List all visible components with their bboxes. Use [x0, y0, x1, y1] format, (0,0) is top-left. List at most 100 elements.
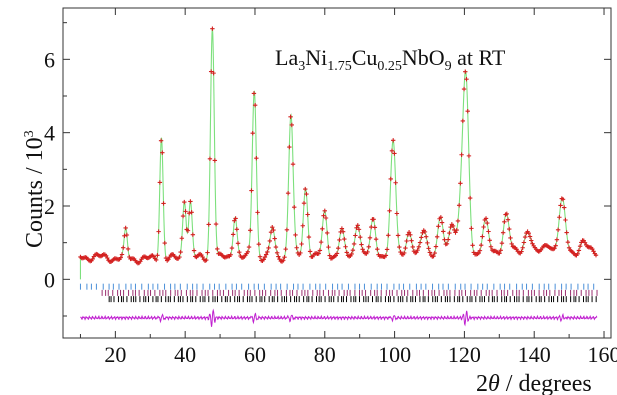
observed-point	[488, 244, 494, 249]
observed-point	[274, 250, 280, 256]
observed-point	[235, 241, 241, 246]
observed-point	[234, 227, 240, 232]
plot-frame	[62, 7, 612, 339]
observed-point	[509, 241, 514, 247]
observed-point	[281, 258, 286, 263]
observed-point	[245, 249, 251, 254]
observed-point	[237, 249, 242, 255]
observed-point	[502, 219, 507, 225]
observed-point	[103, 253, 109, 258]
observed-point	[575, 251, 580, 256]
observed-point	[340, 229, 346, 234]
observed-point	[255, 210, 260, 215]
observed-point	[306, 234, 312, 240]
observed-point	[307, 249, 313, 254]
observed-point	[153, 257, 159, 263]
observed-data-points	[78, 26, 599, 266]
observed-point	[285, 191, 291, 196]
observed-point	[342, 236, 347, 242]
observed-point	[553, 243, 558, 248]
observed-point	[316, 251, 321, 256]
observed-point	[403, 245, 408, 251]
observed-point	[527, 234, 533, 239]
observed-point	[557, 215, 562, 220]
y-axis-title: Counts / 103	[22, 130, 48, 248]
observed-point	[250, 131, 255, 136]
observed-point	[425, 240, 430, 246]
observed-point	[444, 241, 450, 247]
observed-point	[460, 118, 466, 124]
observed-point	[371, 217, 376, 222]
observed-point	[207, 156, 213, 162]
observed-point	[261, 257, 266, 262]
observed-point	[590, 246, 595, 252]
observed-point	[265, 249, 270, 255]
observed-point	[251, 91, 257, 96]
observed-point	[582, 240, 588, 245]
x-tick-label: 80	[314, 342, 336, 367]
chart-title-part: 9	[445, 59, 452, 74]
observed-point	[300, 223, 305, 228]
observed-point	[389, 148, 395, 153]
observed-point	[555, 227, 561, 233]
x-axis-title: 2θ / degrees	[476, 371, 592, 395]
observed-point	[157, 180, 163, 185]
observed-point	[325, 230, 330, 236]
observed-point	[520, 245, 525, 250]
observed-point	[390, 138, 396, 143]
x-tick-label: 100	[378, 342, 411, 367]
observed-point	[558, 203, 563, 208]
observed-point	[593, 253, 599, 258]
observed-point	[384, 247, 390, 252]
observed-point	[350, 248, 356, 253]
observed-point	[282, 254, 287, 260]
observed-point	[266, 245, 271, 251]
observed-point	[179, 236, 185, 241]
observed-point	[354, 225, 359, 231]
observed-point	[439, 220, 445, 225]
observed-point	[158, 138, 164, 143]
observed-point	[339, 226, 345, 231]
observed-point	[383, 253, 389, 258]
observed-point	[360, 247, 365, 252]
observed-point	[263, 252, 269, 257]
observed-point	[105, 255, 110, 261]
observed-point	[505, 217, 511, 222]
observed-point	[434, 234, 440, 240]
observed-point	[118, 255, 123, 260]
observed-point	[483, 216, 489, 221]
observed-point	[211, 70, 216, 76]
observed-point	[480, 234, 485, 239]
observed-point	[504, 211, 510, 217]
observed-point	[271, 227, 276, 233]
observed-point	[577, 243, 583, 249]
observed-point	[161, 201, 166, 206]
observed-point	[530, 241, 535, 246]
observed-point	[200, 254, 205, 260]
observed-point	[124, 232, 130, 238]
observed-point	[321, 213, 326, 218]
x-axis-title-theta: θ	[488, 371, 500, 395]
y-axis-title-main: Counts / 10	[22, 137, 48, 248]
x-axis-ticks: 20 40 60 80 100 120 140 160	[79, 8, 617, 367]
observed-point	[351, 241, 357, 247]
observed-point	[303, 186, 308, 192]
reflection-markers	[79, 283, 598, 303]
observed-point	[591, 249, 596, 254]
observed-point	[304, 191, 309, 197]
observed-point	[562, 205, 567, 210]
observed-point	[289, 122, 294, 128]
observed-point	[497, 251, 502, 256]
observed-point	[427, 250, 433, 255]
observed-point	[367, 235, 373, 240]
observed-point	[336, 245, 341, 251]
observed-point	[419, 235, 424, 240]
observed-point	[386, 233, 391, 238]
observed-point	[178, 249, 183, 255]
observed-point	[230, 232, 236, 237]
observed-point	[507, 226, 512, 232]
observed-point	[415, 247, 420, 253]
observed-point	[420, 230, 425, 235]
observed-point	[190, 232, 196, 237]
